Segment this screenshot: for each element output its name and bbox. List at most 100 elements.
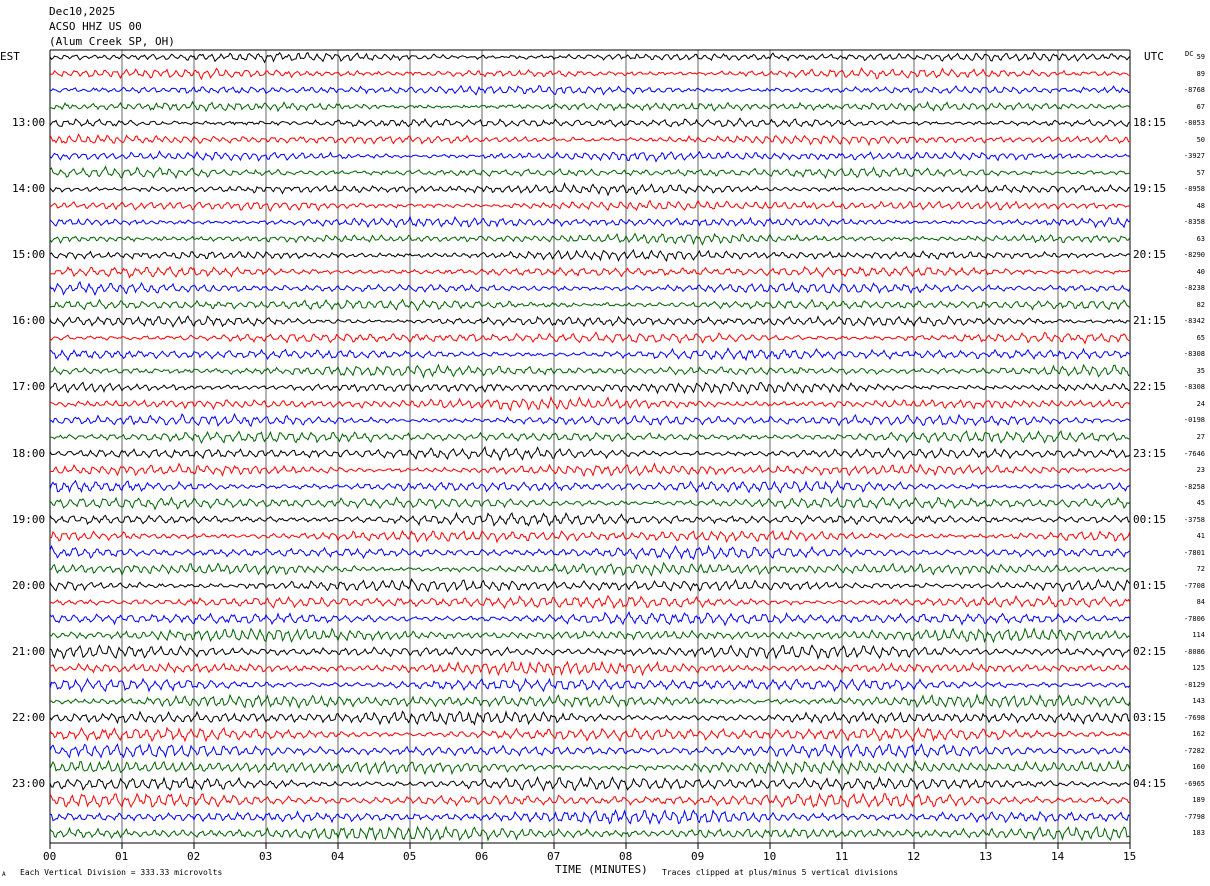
trace-row-10 [49,215,1131,229]
dc-offset-value: -8258 [1183,482,1205,491]
left-timezone-label: EST [0,50,20,63]
left-hour-label: 23:00 [12,776,46,790]
dc-offset-value: -7708 [1183,581,1205,590]
dc-offset-value: 160 [1192,763,1205,772]
dc-label: DC [1185,50,1194,58]
dc-offset-value: 40 [1196,267,1205,276]
dc-offset-value: -8958 [1183,185,1205,194]
x-tick-label: 07 [547,850,561,863]
trace-row-45 [49,792,1131,809]
trace-row-41 [49,726,1131,743]
x-tick-label: 13 [979,850,993,863]
dc-offset-value: -8342 [1183,317,1205,326]
dc-offset-value: 24 [1196,399,1205,408]
trace-row-17 [49,331,1131,345]
dc-offset-value: 35 [1196,366,1205,375]
right-hour-label: 21:15 [1133,314,1167,328]
trace-row-26 [49,479,1131,495]
dc-offset-value: -8308 [1183,383,1205,392]
dc-offset-value: 89 [1196,69,1205,78]
trace-row-28 [49,511,1131,527]
dc-offset-value: 114 [1192,631,1205,640]
x-tick-label: 04 [331,850,345,863]
x-tick-label: 02 [187,850,201,863]
dc-offset-value: 162 [1192,730,1205,739]
dc-offset-value: -7698 [1183,713,1205,722]
right-hour-label: 22:15 [1133,380,1167,394]
trace-row-8 [49,181,1131,197]
dc-offset-value: -8086 [1183,647,1205,656]
trace-row-24 [49,445,1131,462]
header-location: (Alum Creek SP, OH) [49,35,175,48]
x-tick-label: 14 [1051,850,1065,863]
dc-offset-value: -0198 [1183,416,1205,425]
dc-offset-value: -8290 [1183,251,1205,260]
dc-offset-value: -8308 [1183,350,1205,359]
right-hour-label: 02:15 [1133,644,1167,658]
dc-offset-value: -7646 [1183,449,1205,458]
trace-row-20 [49,381,1131,395]
left-hour-label: 16:00 [12,314,46,328]
dc-offset-value: 59 [1196,53,1205,61]
trace-row-3 [49,100,1131,113]
trace-row-40 [49,710,1131,726]
trace-row-19 [49,363,1131,379]
right-timezone-label: UTC [1144,50,1164,63]
x-tick-label: 10 [763,850,777,863]
dc-offset-value: -6965 [1183,779,1205,788]
x-axis-label: TIME (MINUTES) [555,863,648,876]
left-hour-label: 14:00 [12,182,46,196]
scale-note: Each Vertical Division = 333.33 microvol… [20,868,223,877]
trace-row-0 [49,51,1131,64]
dc-offset-value: 50 [1196,135,1205,144]
x-tick-label: 05 [403,850,417,863]
right-hour-label: 20:15 [1133,248,1167,262]
dc-offset-value: 57 [1196,168,1205,177]
right-hour-label: 03:15 [1133,710,1167,724]
trace-row-23 [49,430,1130,444]
dc-offset-value: 23 [1196,466,1205,475]
right-hour-label: 01:15 [1133,578,1167,592]
trace-row-18 [49,347,1131,362]
trace-row-11 [49,232,1131,246]
trace-row-4 [49,117,1131,128]
trace-row-47 [49,825,1131,842]
left-hour-label: 17:00 [12,380,46,394]
trace-row-21 [49,395,1131,412]
dc-offset-value: 45 [1196,499,1205,508]
trace-row-27 [49,496,1131,511]
dc-offset-value: -8129 [1183,680,1205,689]
right-hour-label: 18:15 [1133,116,1167,130]
dc-offset-value: -8768 [1183,86,1205,95]
left-hour-label: 15:00 [12,248,46,262]
right-hour-label: 00:15 [1133,512,1167,526]
trace-row-43 [49,759,1131,776]
dc-offset-value: 143 [1192,697,1205,706]
right-hour-label: 19:15 [1133,182,1167,196]
trace-row-12 [49,249,1131,263]
trace-row-16 [49,315,1131,328]
dc-offset-value: -8053 [1183,119,1205,128]
corner-mark: A [2,871,6,878]
dc-offset-value: -7806 [1183,614,1205,623]
dc-offset-value: 27 [1196,432,1205,441]
dc-offset-value: -7798 [1183,812,1205,821]
trace-row-35 [49,627,1131,644]
trace-row-25 [49,462,1131,478]
x-tick-label: 15 [1123,850,1137,863]
trace-group [49,51,1131,842]
dc-offset-value: -3758 [1183,515,1205,524]
dc-offset-value: 84 [1196,598,1205,607]
x-tick-label: 06 [475,850,489,863]
trace-row-44 [49,775,1131,792]
trace-row-7 [49,165,1130,180]
dc-offset-value: 41 [1196,532,1205,541]
dc-offset-value: -8358 [1183,218,1205,227]
dc-offset-value: 65 [1196,333,1205,342]
dc-offset-value: -7801 [1183,548,1205,557]
dc-offset-value: 72 [1196,565,1205,574]
trace-row-30 [49,544,1131,561]
left-hour-label: 19:00 [12,512,46,526]
dc-offset-value: 125 [1192,664,1205,673]
